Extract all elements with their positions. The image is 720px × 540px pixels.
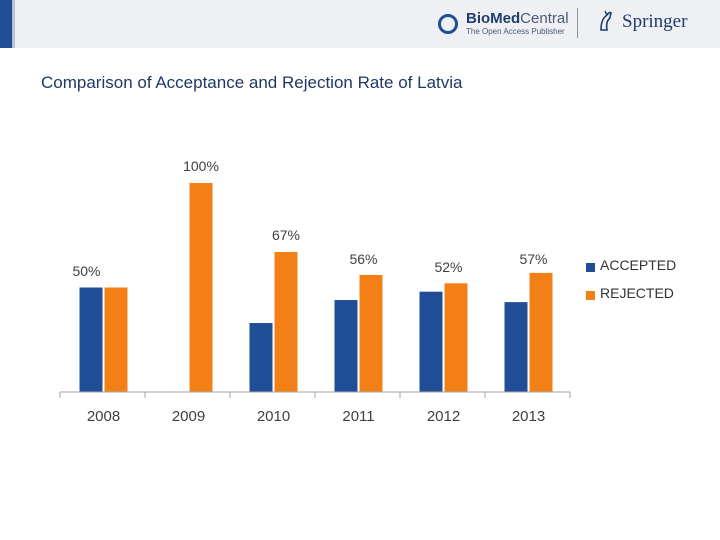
- bar-accepted-2010: [249, 323, 273, 392]
- data-label-2010: 67%: [272, 227, 300, 243]
- data-labels: 50% 100% 67% 56% 52% 57%: [72, 158, 547, 279]
- data-label-2011: 56%: [349, 251, 377, 267]
- legend-swatch-accepted: [586, 263, 595, 272]
- category-label-2009: 2009: [172, 408, 205, 425]
- bar-rejected-2009: [189, 183, 213, 392]
- header-band: [0, 0, 720, 48]
- corner-accent-stripe: [12, 0, 15, 48]
- corner-accent: [0, 0, 12, 48]
- chart-title: Comparison of Acceptance and Rejection R…: [41, 73, 463, 92]
- category-label-2012: 2012: [427, 408, 460, 425]
- bar-accepted-2008: [79, 287, 103, 392]
- x-axis-ticks: [59, 392, 571, 398]
- springer-horse-icon: [600, 10, 612, 31]
- biomed-central-name: BioMedCentral: [466, 10, 569, 27]
- bar-rejected-2013: [529, 272, 553, 392]
- data-label-2009: 100%: [183, 158, 219, 174]
- biomed-name-light: Central: [520, 10, 569, 27]
- category-label-2011: 2011: [342, 408, 374, 425]
- bar-accepted-2013: [504, 302, 528, 392]
- bar-group: [79, 183, 553, 392]
- category-label-2008: 2008: [87, 408, 120, 425]
- legend-swatch-rejected: [586, 291, 595, 300]
- data-label-2012: 52%: [434, 259, 462, 275]
- bar-rejected-2012: [444, 283, 468, 392]
- biomed-central-tagline: The Open Access Publisher: [466, 27, 565, 36]
- data-label-2008: 50%: [72, 263, 100, 279]
- bar-accepted-2012: [419, 291, 443, 392]
- legend-label-rejected: REJECTED: [600, 285, 674, 301]
- biomed-central-logo-icon: [438, 14, 458, 34]
- publisher-logos: BioMedCentral The Open Access Publisher …: [430, 6, 710, 42]
- biomed-name-bold: BioMed: [466, 10, 521, 27]
- springer-name: Springer: [622, 11, 688, 32]
- data-label-2013: 57%: [519, 251, 547, 267]
- bar-rejected-2011: [359, 274, 383, 392]
- category-label-2010: 2010: [257, 408, 290, 425]
- category-label-2013: 2013: [512, 408, 545, 425]
- logo-divider: [577, 8, 578, 38]
- category-labels: 2008 2009 2010 2011 2012 2013: [87, 408, 545, 425]
- bar-rejected-2008: [104, 287, 128, 392]
- bar-rejected-2010: [274, 251, 298, 392]
- bar-accepted-2011: [334, 300, 358, 392]
- legend-label-accepted: ACCEPTED: [600, 257, 677, 273]
